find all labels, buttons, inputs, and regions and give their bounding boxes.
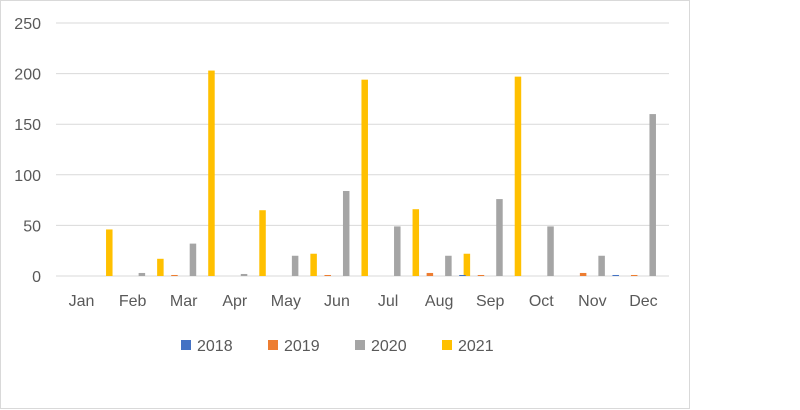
bar-2021-sep	[514, 76, 522, 276]
bar-2021-jun	[361, 79, 368, 276]
bar-2020-oct	[547, 226, 554, 276]
bar-2020-jul	[394, 226, 401, 276]
x-tick-label: Apr	[222, 293, 248, 310]
x-tick-label: Jul	[378, 293, 398, 310]
bar-2021-aug	[463, 253, 471, 276]
bar-2019-jun	[324, 274, 331, 276]
legend-swatch-2018	[181, 340, 191, 350]
bar-2020-may	[291, 255, 299, 276]
bar-2020-nov	[598, 255, 605, 276]
legend-swatch-2020	[355, 340, 365, 350]
bar-2018-dec	[612, 274, 619, 276]
y-tick-label: 50	[23, 218, 41, 235]
legend-label-2018: 2018	[197, 338, 233, 355]
bar-2021-mar	[208, 70, 215, 277]
x-tick-label: May	[271, 293, 301, 310]
x-tick-label: Mar	[170, 293, 198, 310]
legend-swatch-2021	[442, 340, 452, 350]
legend-swatch-2019	[268, 340, 278, 350]
x-tick-label: Nov	[578, 293, 606, 310]
x-tick-label: Oct	[529, 293, 554, 310]
bar-2019-mar	[171, 274, 178, 276]
bar-2019-nov	[579, 272, 587, 276]
bar-2020-apr	[240, 273, 248, 276]
bar-chart: 0 50 100 150 200 250 Jan Feb Mar Apr May Jun Jul Aug S…	[14, 16, 669, 355]
bar-2021-may	[310, 253, 317, 276]
bar-2020-dec	[649, 114, 656, 276]
chart-area: 0 50 100 150 200 250 Jan Feb Mar Apr May Jun Jul Aug S…	[0, 0, 690, 409]
x-tick-label: Sep	[476, 293, 505, 310]
bar-2019-aug	[426, 272, 434, 276]
y-tick-label: 250	[14, 16, 41, 33]
legend-label-2020: 2020	[371, 338, 407, 355]
legend-label-2019: 2019	[284, 338, 320, 355]
y-tick-label: 0	[32, 269, 41, 286]
bar-2019-sep	[477, 274, 485, 276]
bar-2021-feb	[157, 258, 164, 276]
bar-2020-mar	[189, 243, 197, 276]
bar-2020-feb	[138, 272, 146, 276]
y-tick-label: 200	[14, 67, 41, 84]
bar-2020-aug	[445, 255, 452, 276]
legend-label-2021: 2021	[458, 338, 494, 355]
x-tick-label: Jan	[69, 293, 95, 310]
x-tick-label: Feb	[119, 293, 147, 310]
x-tick-label: Dec	[629, 293, 657, 310]
bar-2021-jul	[412, 209, 420, 276]
bar-2021-apr	[259, 210, 266, 276]
x-tick-label: Aug	[425, 293, 453, 310]
bar-2020-sep	[496, 199, 503, 276]
bar-2018-sep	[459, 274, 466, 276]
bar-2021-jan	[106, 229, 113, 276]
y-tick-label: 150	[14, 117, 41, 134]
x-tick-label: Jun	[324, 293, 350, 310]
y-tick-label: 100	[14, 168, 41, 185]
bar-2019-dec	[630, 274, 638, 276]
bar-2020-jun	[342, 190, 350, 276]
